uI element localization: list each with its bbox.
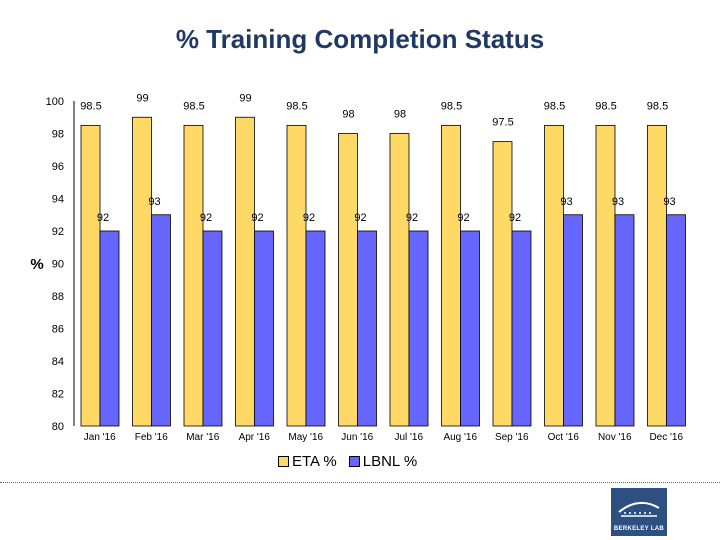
data-label-eta: 98.5 xyxy=(441,100,462,112)
legend-item-lbnl: LBNL % xyxy=(348,453,418,470)
data-label-lbnl: 92 xyxy=(509,212,521,224)
x-tick-label: Nov '16 xyxy=(598,432,632,443)
bar-eta xyxy=(647,124,667,427)
x-tick-label: Feb '16 xyxy=(135,432,168,443)
bar-lbnl xyxy=(99,230,120,427)
data-label-lbnl: 92 xyxy=(97,212,109,224)
y-tick-label: 82 xyxy=(52,389,64,401)
bar-eta xyxy=(441,124,461,427)
bar-eta xyxy=(183,124,204,427)
y-axis-label: % xyxy=(30,256,43,273)
bar-lbnl xyxy=(357,230,377,427)
data-label-eta: 98.5 xyxy=(286,100,307,112)
data-label-lbnl: 93 xyxy=(663,196,675,208)
x-tick-label: May '16 xyxy=(288,432,323,443)
bar-eta xyxy=(286,124,307,427)
y-tick-label: 80 xyxy=(52,421,64,433)
data-label-lbnl: 93 xyxy=(148,196,160,208)
bar-eta xyxy=(595,124,616,427)
bar-eta xyxy=(132,116,152,427)
data-label-eta: 97.5 xyxy=(492,117,513,129)
legend-swatch-eta xyxy=(278,456,289,467)
y-tick-label: 86 xyxy=(52,324,64,336)
chart-legend: ETA % LBNL % xyxy=(278,453,423,470)
bar-eta xyxy=(235,116,255,427)
y-tick-label: 84 xyxy=(52,356,64,368)
y-tick-label: 96 xyxy=(52,161,64,173)
data-label-lbnl: 93 xyxy=(612,196,624,208)
lab-building-icon xyxy=(618,501,660,517)
data-label-lbnl: 92 xyxy=(457,212,469,224)
legend-label-eta: ETA % xyxy=(292,453,337,470)
bar-eta xyxy=(80,124,101,427)
bar-eta xyxy=(544,124,564,427)
x-tick-label: Aug '16 xyxy=(443,432,477,443)
y-tick-label: 98 xyxy=(52,129,64,141)
x-tick-label: Jul '16 xyxy=(394,432,423,443)
y-tick-label: 88 xyxy=(52,291,64,303)
data-label-eta: 98 xyxy=(394,109,406,121)
footer-divider xyxy=(0,482,720,483)
bar-lbnl xyxy=(614,214,635,427)
logo-text: BERKELEY LAB xyxy=(613,526,665,532)
x-tick-label: Apr '16 xyxy=(239,432,271,443)
legend-label-lbnl: LBNL % xyxy=(362,453,418,470)
x-tick-label: Dec '16 xyxy=(649,432,683,443)
data-label-eta: 98.5 xyxy=(80,100,101,112)
bar-lbnl xyxy=(305,230,326,427)
bar-lbnl xyxy=(460,230,480,427)
data-label-eta: 98.5 xyxy=(595,100,616,112)
x-tick-label: Mar '16 xyxy=(186,432,219,443)
bar-lbnl xyxy=(151,214,171,427)
y-tick-label: 92 xyxy=(52,226,64,238)
data-label-eta: 99 xyxy=(136,92,148,104)
bar-lbnl xyxy=(511,230,532,427)
bar-lbnl xyxy=(254,230,274,427)
data-label-eta: 98.5 xyxy=(544,100,565,112)
x-tick-label: Jun '16 xyxy=(341,432,373,443)
legend-item-eta: ETA % xyxy=(278,453,337,470)
data-label-lbnl: 92 xyxy=(406,212,418,224)
data-label-eta: 98 xyxy=(342,109,354,121)
data-label-lbnl: 92 xyxy=(200,212,212,224)
data-label-eta: 98.5 xyxy=(183,100,204,112)
x-tick-label: Oct '16 xyxy=(548,432,580,443)
data-label-eta: 99 xyxy=(239,92,251,104)
chart-title: % Training Completion Status xyxy=(175,24,545,54)
legend-swatch-lbnl xyxy=(348,456,360,467)
bar-lbnl xyxy=(202,230,223,427)
bar-lbnl xyxy=(563,214,583,427)
data-label-eta: 98.5 xyxy=(647,100,668,112)
data-label-lbnl: 92 xyxy=(303,212,315,224)
y-tick-label: 90 xyxy=(52,259,64,271)
bar-eta xyxy=(492,141,513,427)
berkeley-lab-logo: BERKELEY LAB xyxy=(611,488,667,536)
x-tick-label: Sep '16 xyxy=(495,432,529,443)
bar-eta xyxy=(389,133,410,427)
data-label-lbnl: 92 xyxy=(251,212,263,224)
data-label-lbnl: 92 xyxy=(354,212,366,224)
bar-lbnl xyxy=(666,214,686,427)
y-tick-label: 94 xyxy=(52,194,64,206)
x-tick-label: Jan '16 xyxy=(84,432,116,443)
data-label-lbnl: 93 xyxy=(560,196,572,208)
bar-lbnl xyxy=(408,230,429,427)
bar-eta xyxy=(338,133,358,427)
y-tick-label: 100 xyxy=(46,96,64,108)
